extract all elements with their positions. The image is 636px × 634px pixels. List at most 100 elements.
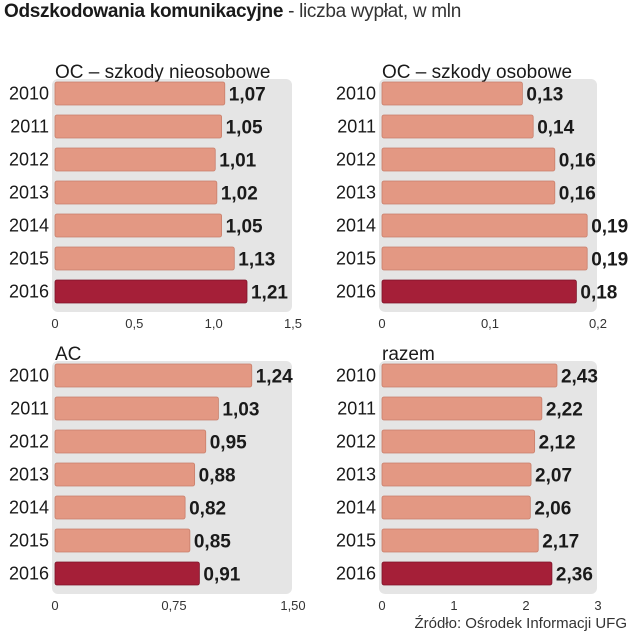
x-tick-label: 0 <box>378 598 385 613</box>
chart-title-subtitle: - liczba wypłat, w mln <box>283 1 461 22</box>
year-label: 2013 <box>9 465 49 485</box>
x-tick-label: 0,1 <box>481 316 499 331</box>
value-label: 1,13 <box>238 250 275 271</box>
year-label: 2014 <box>336 498 376 518</box>
bar-2016 <box>54 279 248 304</box>
year-label: 2011 <box>10 117 49 137</box>
source-note: Źródło: Ośrodek Informacji UFG <box>414 615 627 632</box>
year-label: 2015 <box>9 249 49 269</box>
year-label: 2010 <box>9 366 49 386</box>
year-label: 2015 <box>9 531 49 551</box>
year-label: 2010 <box>336 366 376 386</box>
bar-2016 <box>381 279 577 304</box>
year-label: 2011 <box>337 117 376 137</box>
year-label: 2011 <box>10 399 49 419</box>
year-label: 2016 <box>9 282 49 302</box>
x-tick-label: 2 <box>522 598 529 613</box>
x-tick-label: 0 <box>51 598 58 613</box>
x-tick-label: 0 <box>51 316 58 331</box>
value-label: 0,18 <box>580 283 617 304</box>
year-label: 2012 <box>9 432 49 452</box>
value-label: 2,12 <box>539 433 576 454</box>
year-label: 2016 <box>336 564 376 584</box>
value-label: 1,21 <box>251 283 288 304</box>
value-label: 1,05 <box>226 118 263 139</box>
bar-2014 <box>381 495 531 520</box>
x-tick-label: 1,50 <box>280 598 305 613</box>
year-label: 2015 <box>336 531 376 551</box>
value-label: 2,07 <box>535 466 572 487</box>
bar-2012 <box>381 147 556 172</box>
value-label: 0,16 <box>559 151 596 172</box>
panel-title: AC <box>55 344 81 365</box>
year-label: 2014 <box>9 216 49 236</box>
bar-2012 <box>54 429 207 454</box>
x-tick-label: 1,0 <box>205 316 223 331</box>
bar-2013 <box>381 180 556 205</box>
chart-title: Odszkodowania komunikacyjne - liczba wyp… <box>4 1 461 23</box>
bar-2010 <box>381 363 558 388</box>
bar-2015 <box>54 246 235 271</box>
year-label: 2013 <box>336 183 376 203</box>
x-tick-label: 0 <box>378 316 385 331</box>
year-label: 2012 <box>336 150 376 170</box>
year-label: 2012 <box>9 150 49 170</box>
x-tick-label: 3 <box>594 598 601 613</box>
chart-ac: AC 2010 1,24 2011 1,03 2012 0,95 2013 0,88 2014 0,… <box>9 344 306 613</box>
bar-2014 <box>54 213 223 238</box>
year-label: 2016 <box>336 282 376 302</box>
bar-2010 <box>381 81 523 106</box>
bar-2014 <box>54 495 186 520</box>
bar-2015 <box>54 528 191 553</box>
year-label: 2013 <box>336 465 376 485</box>
value-label: 0,19 <box>591 250 628 271</box>
bar-2015 <box>381 246 588 271</box>
bar-2011 <box>381 396 543 421</box>
value-label: 1,24 <box>256 367 293 388</box>
x-tick-label: 0,75 <box>161 598 186 613</box>
year-label: 2011 <box>337 399 376 419</box>
value-label: 1,03 <box>222 400 259 421</box>
value-label: 0,95 <box>210 433 247 454</box>
value-label: 1,05 <box>226 217 263 238</box>
value-label: 1,07 <box>229 85 266 106</box>
panel-title: OC – szkody osobowe <box>382 62 572 83</box>
value-label: 1,01 <box>219 151 256 172</box>
bar-2012 <box>381 429 536 454</box>
bar-2013 <box>54 462 196 487</box>
value-label: 0,91 <box>203 565 240 586</box>
value-label: 0,85 <box>194 532 231 553</box>
year-label: 2010 <box>336 84 376 104</box>
value-label: 0,19 <box>591 217 628 238</box>
bar-2013 <box>381 462 532 487</box>
value-label: 2,22 <box>546 400 583 421</box>
year-label: 2014 <box>336 216 376 236</box>
value-label: 2,17 <box>542 532 579 553</box>
x-tick-label: 1,5 <box>284 316 302 331</box>
bar-2011 <box>54 114 223 139</box>
bar-2015 <box>381 528 539 553</box>
panel-title: razem <box>382 344 435 365</box>
value-label: 0,82 <box>189 499 226 520</box>
chart-oc-nieosobowe: OC – szkody nieosobowe 2010 1,07 2011 1,05 20… <box>9 62 302 331</box>
value-label: 2,06 <box>534 499 571 520</box>
value-label: 2,43 <box>561 367 598 388</box>
value-label: 2,36 <box>556 565 593 586</box>
bar-2016 <box>381 561 553 586</box>
year-label: 2010 <box>9 84 49 104</box>
year-label: 2013 <box>9 183 49 203</box>
year-label: 2016 <box>9 564 49 584</box>
year-label: 2015 <box>336 249 376 269</box>
x-tick-label: 0,5 <box>125 316 143 331</box>
bar-2014 <box>381 213 588 238</box>
value-label: 1,02 <box>221 184 258 205</box>
panel-title: OC – szkody nieosobowe <box>55 62 270 83</box>
bar-2016 <box>54 561 200 586</box>
bar-2011 <box>381 114 534 139</box>
value-label: 0,16 <box>559 184 596 205</box>
bar-2010 <box>54 81 226 106</box>
value-label: 0,88 <box>199 466 236 487</box>
bar-2012 <box>54 147 216 172</box>
bar-2010 <box>54 363 253 388</box>
